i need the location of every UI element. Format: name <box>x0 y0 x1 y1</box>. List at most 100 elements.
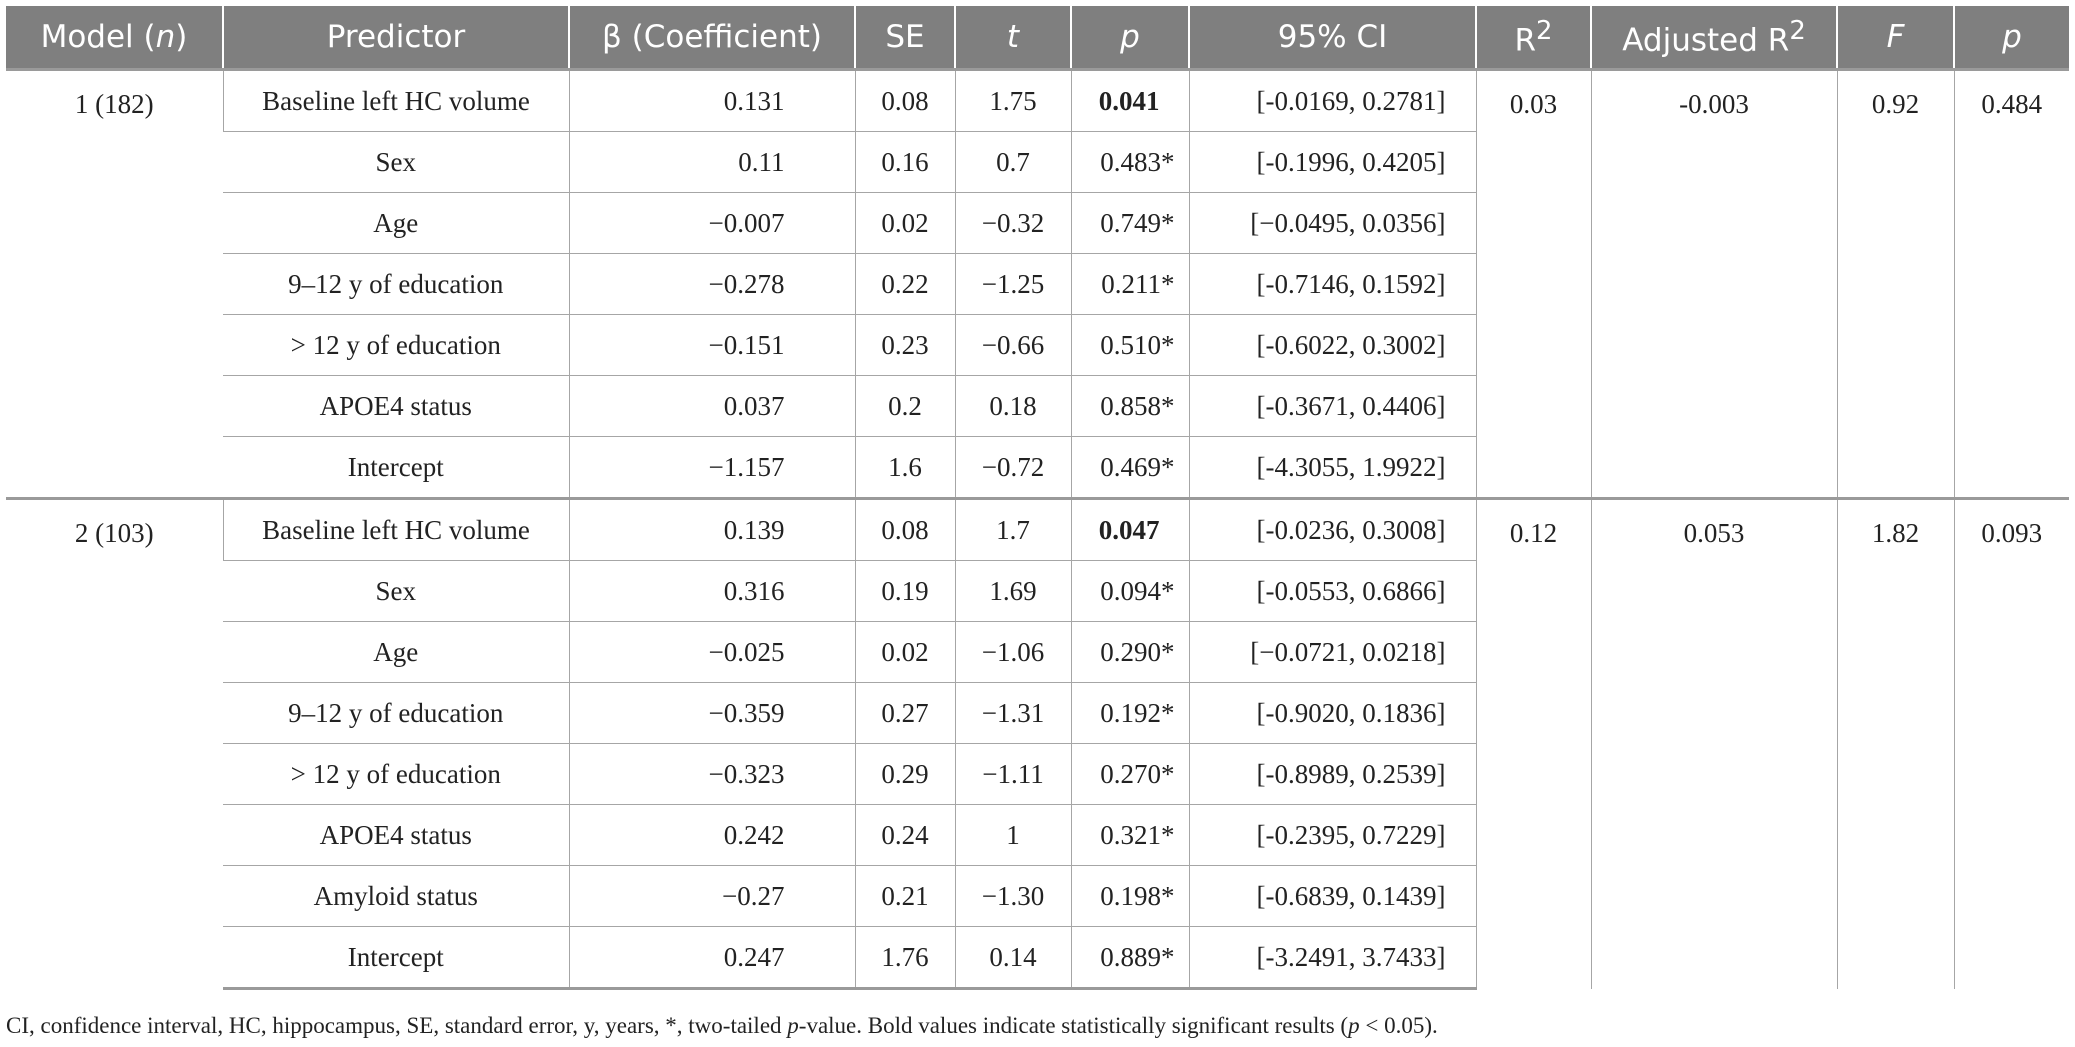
p-cell: 0.469* <box>1070 436 1189 499</box>
column-header-r2: R2 <box>1475 6 1591 70</box>
table-row: > 12 y of education −0.323 0.29 −1.11 0.270*… <box>6 743 2069 805</box>
ci-cell: [-0.9020, 0.1836] <box>1188 682 1476 744</box>
table-row: > 12 y of education −0.151 0.23 −0.66 0.510*… <box>6 314 2069 376</box>
predictor-cell: 9–12 y of education <box>223 253 569 315</box>
t-cell: 1.7 <box>954 497 1071 561</box>
column-header-beta: β (Coefficient) <box>568 6 855 70</box>
ci-cell: [-3.2491, 3.7433] <box>1188 926 1476 990</box>
predictor-cell: > 12 y of education <box>223 743 569 805</box>
table-row: Age −0.007 0.02 −0.32 0.749* [−0.0495, 0.0356… <box>6 192 2069 254</box>
column-header-text: Predictor <box>326 19 466 55</box>
t-cell: −0.72 <box>954 436 1071 499</box>
se-cell: 0.2 <box>854 375 955 437</box>
se-cell: 0.24 <box>854 804 955 866</box>
p-cell: 0.749* <box>1070 192 1189 254</box>
table-row: Amyloid status −0.27 0.21 −1.30 0.198* [-0.68… <box>6 865 2069 927</box>
t-cell: 0.7 <box>954 131 1071 193</box>
beta-cell: 0.316 <box>568 560 855 622</box>
t-cell: −1.31 <box>954 682 1071 744</box>
column-header-text: SE <box>885 19 925 55</box>
p-cell: 0.483* <box>1070 131 1189 193</box>
predictor-cell: > 12 y of education <box>223 314 569 376</box>
header-row: Model (n) Predictor β (Coefficient) SE t p 95%… <box>6 6 2069 70</box>
t-cell: −1.11 <box>954 743 1071 805</box>
table-row: 9–12 y of education −0.359 0.27 −1.31 0.192*… <box>6 682 2069 744</box>
se-cell: 0.21 <box>854 865 955 927</box>
f-cell: 1.82 <box>1836 497 1954 989</box>
column-header-text: Adjusted R <box>1622 22 1790 59</box>
beta-cell: 0.247 <box>568 926 855 990</box>
ci-cell: [-4.3055, 1.9922] <box>1188 436 1476 499</box>
se-cell: 1.76 <box>854 926 955 990</box>
table-footnote: CI, confidence interval, HC, hippocampus… <box>6 1013 1438 1039</box>
regression-table: Model (n) Predictor β (Coefficient) SE t p 95%… <box>6 6 2069 990</box>
column-header-italic: p <box>1120 19 1140 55</box>
t-cell: 0.14 <box>954 926 1071 990</box>
predictor-cell: 9–12 y of education <box>223 682 569 744</box>
footnote-p-italic: p <box>787 1013 799 1038</box>
column-header-model: Model (n) <box>6 6 223 70</box>
p-cell: 0.041 <box>1070 68 1189 132</box>
column-header-text: R <box>1514 22 1537 59</box>
column-header-model-p: p <box>1953 6 2069 70</box>
se-cell: 0.19 <box>854 560 955 622</box>
model-label: 1 (182) <box>6 68 223 499</box>
ci-cell: [-0.0236, 0.3008] <box>1188 497 1476 561</box>
ci-cell: [-0.3671, 0.4406] <box>1188 375 1476 437</box>
table-row: Age −0.025 0.02 −1.06 0.290* [−0.0721, 0.0218… <box>6 621 2069 683</box>
column-header-t: t <box>954 6 1071 70</box>
p-cell: 0.321* <box>1070 804 1189 866</box>
beta-cell: 0.242 <box>568 804 855 866</box>
t-cell: −1.06 <box>954 621 1071 683</box>
p-cell: 0.211* <box>1070 253 1189 315</box>
t-cell: −0.32 <box>954 192 1071 254</box>
table-row: 9–12 y of education −0.278 0.22 −1.25 0.211*… <box>6 253 2069 315</box>
beta-cell: −1.157 <box>568 436 855 499</box>
p-cell: 0.047 <box>1070 497 1189 561</box>
t-cell: 1.69 <box>954 560 1071 622</box>
ci-cell: [-0.2395, 0.7229] <box>1188 804 1476 866</box>
t-cell: 0.18 <box>954 375 1071 437</box>
se-cell: 0.08 <box>854 497 955 561</box>
ci-cell: [-0.6839, 0.1439] <box>1188 865 1476 927</box>
t-cell: −0.66 <box>954 314 1071 376</box>
beta-cell: −0.151 <box>568 314 855 376</box>
column-header-text: β (Coefficient) <box>601 19 822 55</box>
se-cell: 0.27 <box>854 682 955 744</box>
predictor-cell: Intercept <box>223 436 569 499</box>
adjusted-r2-cell: -0.003 <box>1590 68 1837 499</box>
predictor-cell: Baseline left HC volume <box>222 497 569 561</box>
footnote-part3: < 0.05). <box>1359 1013 1438 1038</box>
ci-cell: [-0.7146, 0.1592] <box>1188 253 1476 315</box>
se-cell: 0.02 <box>854 192 955 254</box>
beta-cell: 0.131 <box>568 68 855 132</box>
footnote-part2: -value. Bold values indicate statistical… <box>798 1013 1349 1038</box>
p-cell: 0.858* <box>1070 375 1189 437</box>
column-header-ci: 95% CI <box>1188 6 1476 70</box>
column-header-text: Model ( <box>40 19 156 55</box>
beta-cell: 0.139 <box>568 497 855 561</box>
beta-cell: 0.037 <box>568 375 855 437</box>
se-cell: 0.08 <box>854 68 955 132</box>
p-cell: 0.192* <box>1070 682 1189 744</box>
table-row: APOE4 status 0.242 0.24 1 0.321* [-0.2395, 0.… <box>6 804 2069 866</box>
t-cell: 1 <box>954 804 1071 866</box>
table-body: 1 (182) Baseline left HC volume 0.131 0.08 1… <box>6 68 2069 990</box>
t-cell: −1.25 <box>954 253 1071 315</box>
p-cell: 0.290* <box>1070 621 1189 683</box>
p-cell: 0.094* <box>1070 560 1189 622</box>
beta-cell: −0.323 <box>568 743 855 805</box>
column-header-se: SE <box>854 6 955 70</box>
table-row: Intercept 0.247 1.76 0.14 0.889* [-3.2491, 3.… <box>6 926 2069 990</box>
p-cell: 0.889* <box>1070 926 1189 990</box>
ci-cell: [−0.0721, 0.0218] <box>1188 621 1476 683</box>
column-header-adj-r2: Adjusted R2 <box>1590 6 1837 70</box>
column-header-p: p <box>1070 6 1189 70</box>
f-cell: 0.92 <box>1836 68 1954 499</box>
table-row: APOE4 status 0.037 0.2 0.18 0.858* [-0.3671, … <box>6 375 2069 437</box>
se-cell: 0.16 <box>854 131 955 193</box>
beta-cell: −0.27 <box>568 865 855 927</box>
adjusted-r2-cell: 0.053 <box>1590 497 1837 989</box>
column-header-predictor: Predictor <box>222 6 569 70</box>
ci-cell: [−0.0495, 0.0356] <box>1188 192 1476 254</box>
